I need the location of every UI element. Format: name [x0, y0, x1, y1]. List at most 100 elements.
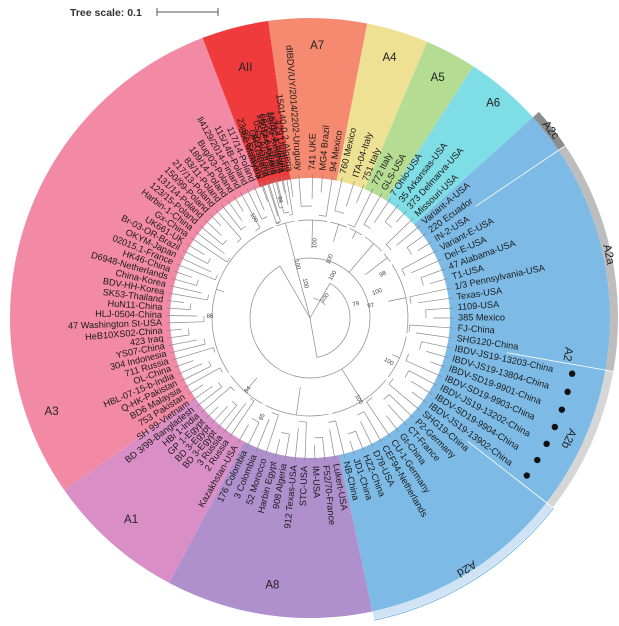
highlight-dot: [558, 406, 566, 413]
node-arc: [363, 224, 371, 229]
node-arc: [188, 328, 190, 336]
tip-branch: [265, 414, 279, 456]
root-spoke: [279, 265, 311, 319]
clade-sector-a1: [64, 398, 245, 583]
tip-branch: [167, 334, 190, 339]
node-arc: [207, 258, 211, 264]
tip-branch: [335, 420, 346, 458]
tree-scale-label: Tree scale: 0.1: [70, 7, 142, 19]
tip-branch: [166, 307, 191, 310]
tip-branch: [384, 204, 399, 223]
tip-branch: [246, 422, 260, 448]
node-arc: [347, 224, 355, 228]
tip-branch: [386, 217, 414, 245]
backbone-arc: [249, 257, 371, 379]
node-arc: [208, 360, 212, 367]
tip-branch: [408, 370, 438, 386]
node-arc: [226, 257, 231, 263]
tip-branch: [334, 177, 343, 211]
band-divider: [506, 352, 614, 372]
tip-branch: [233, 195, 244, 212]
node-arc: [366, 397, 373, 403]
clade-arc: [211, 226, 274, 373]
highlight-dot: [551, 423, 559, 431]
node-arc: [271, 412, 279, 416]
node-arc: [249, 397, 255, 402]
tip-branch: [409, 287, 451, 298]
node-arc: [419, 341, 422, 350]
tip-branch: [374, 198, 391, 223]
clade-spoke: [296, 387, 301, 416]
clade-label-a5: A5: [431, 72, 445, 84]
leaf-label: MG4 Brazil: [317, 125, 331, 171]
band-label-a2: A2: [561, 346, 575, 362]
tip-branch: [199, 225, 223, 245]
node-arc: [230, 386, 235, 392]
tip-branch: [274, 439, 281, 458]
a2d-arc: [374, 507, 554, 621]
node-arc: [196, 279, 199, 286]
bootstrap-values: 100 100 100 100 98 100 97 79 100 100 100 100 64 85 100…: [207, 196, 395, 422]
tip-branch: [411, 391, 427, 403]
clade-arc: [364, 236, 382, 252]
tip-branch: [355, 430, 365, 452]
tip-branch: [171, 277, 197, 286]
tip-branch: [304, 421, 307, 462]
clade-sectors: [9, 18, 611, 618]
tip-branch: [425, 307, 454, 311]
leaf-label: IM-USA: [311, 466, 322, 499]
clade-sector-a2d: [339, 404, 547, 612]
band-divider: [475, 145, 566, 207]
tip-branch: [166, 315, 198, 317]
clade-label-a4: A4: [382, 52, 397, 64]
tip-branch: [166, 328, 182, 331]
root-spoke: [309, 317, 318, 358]
bootstrap-value: 97: [367, 303, 375, 310]
bootstrap-value: 86: [207, 314, 214, 320]
leaf-label: 47 Washington St-USA: [68, 318, 163, 331]
tip-branch: [430, 277, 449, 284]
tip-branch: [420, 268, 446, 278]
band-a2a: [558, 145, 618, 372]
tip-branch: [190, 237, 228, 263]
node-arc: [232, 401, 237, 406]
node-arc: [404, 370, 410, 378]
node-arc: [207, 294, 210, 301]
clade-spoke: [364, 257, 388, 276]
tip-branch: [215, 209, 242, 239]
band-a2b: [546, 370, 614, 508]
tip-branch: [360, 421, 374, 448]
tip-branch: [191, 385, 213, 401]
node-arc: [189, 303, 192, 310]
clade-spoke: [348, 243, 374, 273]
clade-arc: [383, 253, 391, 262]
highlight-dots: [523, 370, 576, 479]
tip-branch: [294, 428, 299, 462]
tip-branch: [386, 415, 399, 432]
tip-branch: [280, 176, 285, 193]
tip-branch: [179, 256, 212, 273]
tip-branch: [196, 386, 222, 407]
backbone-arc: [316, 283, 351, 358]
tip-branch: [167, 300, 184, 303]
leaf-label: 1109-USA: [457, 299, 500, 312]
bootstrap-value: 100: [312, 237, 319, 248]
node-arc: [240, 225, 246, 231]
tip-branch: [426, 351, 449, 359]
bootstrap-value: 100: [383, 357, 395, 368]
node-arc: [405, 353, 409, 361]
tip-branch: [363, 193, 383, 225]
node-arc: [299, 421, 307, 423]
tip-branch: [266, 180, 279, 217]
tip-branch: [353, 188, 374, 228]
node-arc: [215, 274, 218, 280]
leaf-label: 741 UKE: [307, 133, 318, 170]
clade-spoke: [216, 289, 225, 293]
tip-branch: [410, 380, 433, 395]
clade-spoke: [388, 297, 406, 302]
tip-branch: [345, 180, 355, 207]
tip-branch: [223, 403, 246, 434]
bootstrap-value: 100: [248, 212, 259, 224]
tip-branch: [409, 324, 454, 329]
tip-branch: [227, 199, 243, 221]
